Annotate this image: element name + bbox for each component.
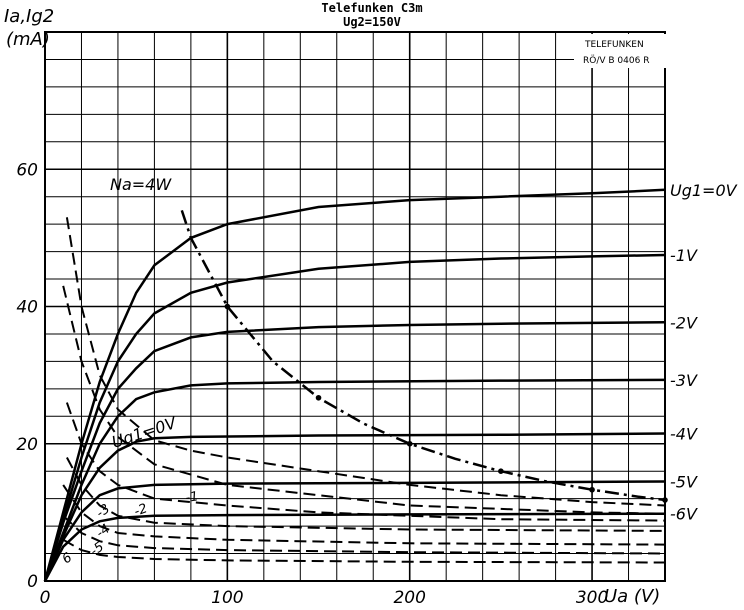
ig2-curve-label: -4	[94, 522, 113, 542]
ig2-curve	[65, 217, 666, 507]
ia-curve	[43, 378, 666, 582]
ig2-curve	[62, 285, 666, 515]
grid	[44, 31, 666, 582]
ig2-curve-label: -1	[184, 489, 199, 506]
stamp-line-1: TELEFUNKEN	[584, 40, 644, 50]
x-tick-label: 100	[211, 588, 243, 608]
x-tick-label: 200	[393, 588, 425, 608]
ia-curve-label: -1V	[670, 246, 698, 265]
power-curve-dot	[589, 486, 595, 493]
power-curve-label: Na=4W	[110, 175, 172, 194]
plot-frame	[44, 31, 666, 582]
ig2-curve-label: 6	[60, 550, 75, 567]
x-tick-label: 0	[40, 588, 51, 608]
y-tick-label: 20	[16, 435, 38, 455]
manufacturer-stamp: TELEFUNKEN RÖ/V B 0406 R	[574, 34, 666, 68]
ig2-curve	[62, 515, 666, 555]
ia-curve	[43, 432, 666, 582]
y-axis-unit: (mA)	[6, 29, 50, 50]
power-curve-dot	[498, 468, 504, 475]
ig2-curve-label: Ug1=0V	[109, 413, 179, 452]
chart-subtitle: Ug2=150V	[343, 15, 401, 29]
y-tick-label: 40	[16, 298, 38, 318]
ia-curve-label: Ug1=0V	[670, 181, 738, 200]
ia-curve-label: -6V	[670, 505, 698, 524]
ia-curve	[43, 253, 666, 582]
ia-curve	[43, 321, 666, 582]
y-axis-title: Ia,Ig2	[4, 6, 54, 27]
ig2-curve-label: -2	[132, 501, 149, 520]
stamp-line-2: RÖ/V B 0406 R	[583, 55, 649, 66]
ia-curves	[43, 188, 666, 582]
ig2-curves	[62, 217, 666, 564]
ia-curve	[43, 480, 666, 582]
ig2-curve	[65, 402, 666, 522]
x-axis-title: Ua (V)	[604, 586, 660, 607]
power-dissipation-curve	[180, 210, 668, 503]
ia-curve	[43, 188, 666, 582]
ia-curve-label: -5V	[670, 472, 698, 491]
ig2-curve	[66, 457, 666, 532]
ig2-curve	[62, 538, 666, 564]
ia-curve-label: -4V	[670, 424, 698, 443]
ia-curve	[43, 512, 666, 582]
y-tick-label: 60	[16, 160, 38, 180]
ia-curve-label: -3V	[670, 371, 698, 390]
chart-title: Telefunken C3m	[321, 1, 422, 15]
y-tick-labels: 0 20 40 60	[16, 160, 38, 592]
x-tick-labels: 0 100 200 300	[40, 588, 609, 608]
power-curve-dot	[224, 303, 231, 310]
y-axis-label: Ia,Ig2 (mA)	[4, 6, 54, 50]
x-tick-label: 300	[576, 588, 608, 608]
ia-curve-label: -2V	[670, 313, 698, 332]
power-curve-dot	[315, 394, 322, 401]
curve-labels: Ug1=0V-1V-2V-3V-4V-5V-6VUg1=0V-1-2-3-4-5…	[60, 181, 738, 567]
power-curve-dot	[662, 497, 668, 503]
power-curve-dot	[406, 440, 413, 447]
ig2-curve	[62, 484, 666, 546]
y-tick-label: 0	[27, 572, 38, 592]
